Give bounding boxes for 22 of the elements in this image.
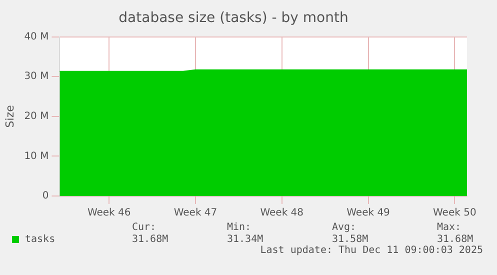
y-tick-label: 10 M [24, 150, 49, 162]
text: Cur: [132, 222, 158, 233]
y-tick-label: 30 M [24, 71, 49, 82]
text: 31.34M [227, 234, 264, 245]
y-tick-label: 20 M [24, 110, 49, 122]
text: 31.68M [437, 234, 474, 245]
x-tick-label: Week 48 [260, 208, 304, 219]
text: Avg: [332, 222, 358, 233]
text: 31.58M [332, 234, 370, 245]
text: 31.68M [132, 234, 170, 245]
y-tick-label: 40 M [24, 31, 49, 42]
text: Last update: Thu Dec 11 09:00:03 2025 [259, 245, 484, 256]
x-tick-label: Week 47 [174, 208, 218, 219]
text: Min: [227, 222, 252, 233]
y-tick-label: 0 [42, 190, 49, 202]
chart-title: database size (tasks) - by month [118, 10, 348, 26]
y-axis-title: Size [3, 104, 16, 128]
x-tick-label: Week 50 [433, 208, 476, 219]
x-tick-label: Week 49 [346, 208, 390, 219]
text: Max: [437, 222, 462, 233]
x-tick-label: Week 46 [87, 208, 131, 219]
legend-label: tasks [25, 234, 56, 245]
